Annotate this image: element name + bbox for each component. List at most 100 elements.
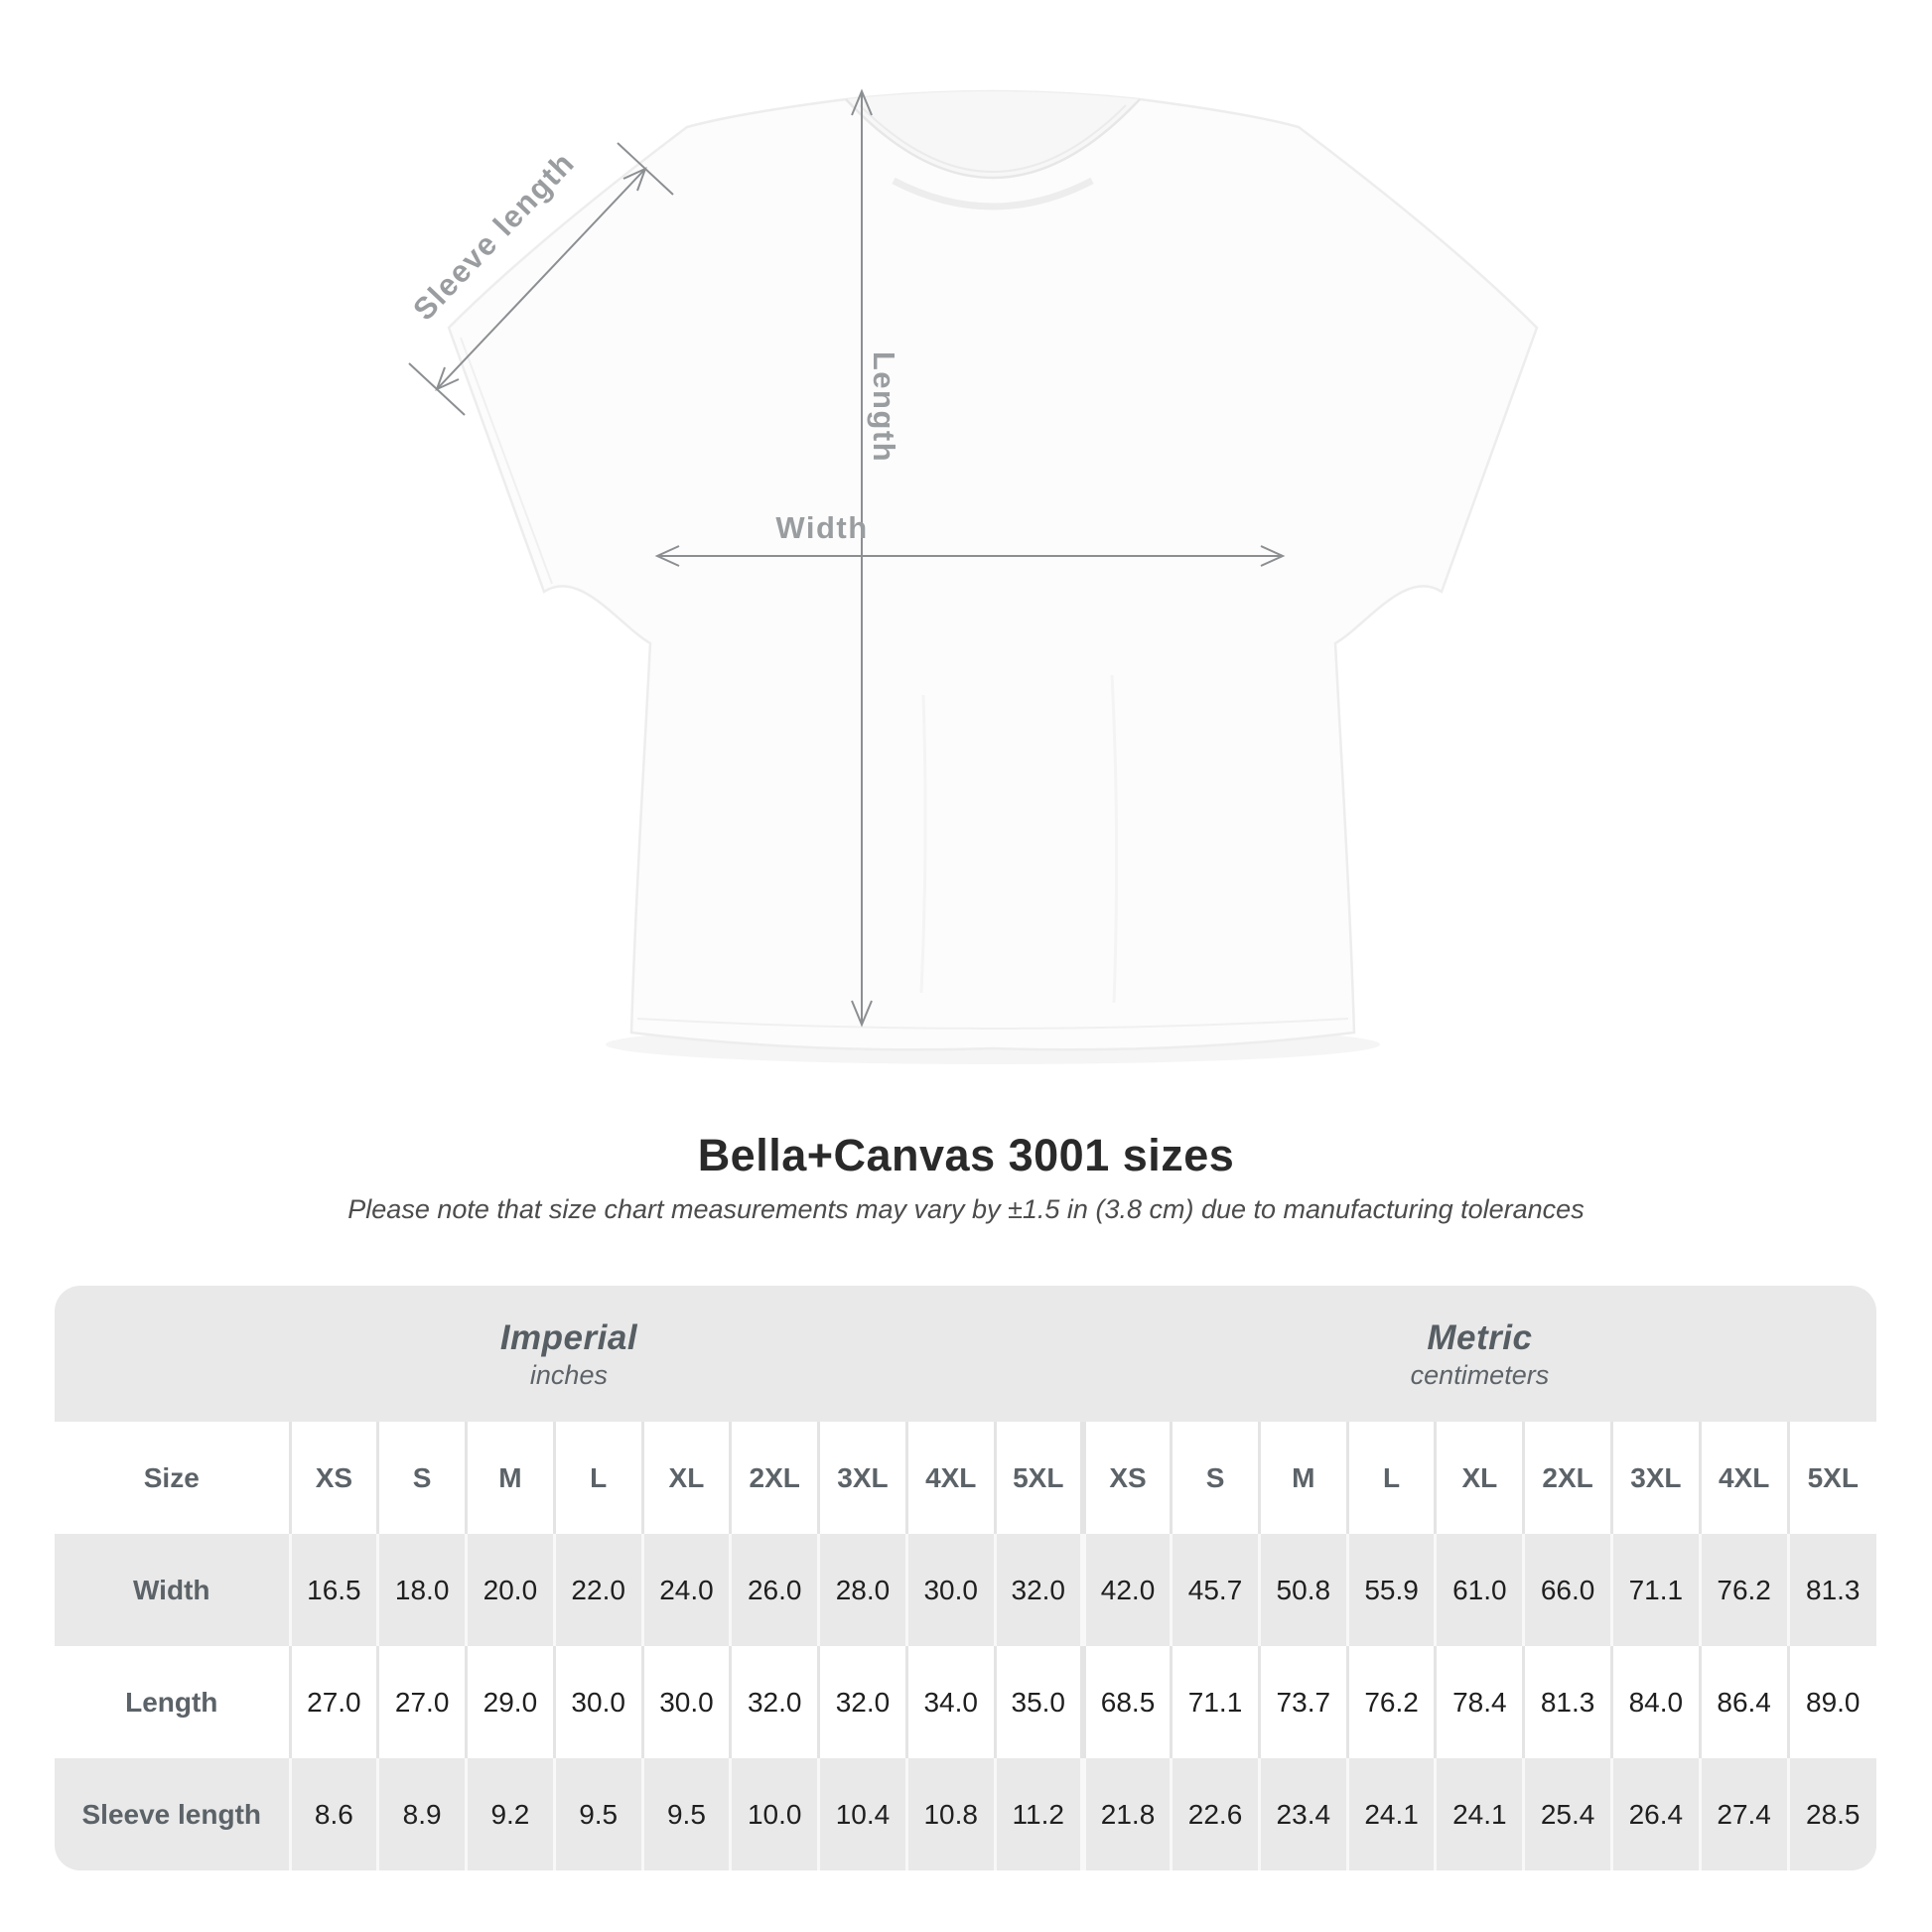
row-label: Length: [125, 1686, 218, 1718]
size-value-cell: 81.3: [1786, 1534, 1876, 1646]
size-col-header-metric-4xl: 4XL: [1698, 1422, 1789, 1534]
size-value-cell: 84.0: [1609, 1646, 1701, 1758]
length-arrow: [851, 88, 873, 1028]
width-label: Width: [775, 510, 868, 545]
size-value-cell: 9.5: [640, 1758, 731, 1870]
imperial-group-header: Imperial inches: [55, 1286, 1083, 1422]
size-col-header-imperial-5xl: 5XL: [993, 1422, 1083, 1534]
size-value-cell: 30.0: [552, 1646, 643, 1758]
row-label: Sleeve length: [81, 1798, 261, 1830]
size-value-cell: 11.2: [993, 1758, 1083, 1870]
tshirt-graphic: [447, 89, 1539, 1051]
size-col-header-metric-l: L: [1345, 1422, 1436, 1534]
size-value-cell: 27.0: [288, 1646, 378, 1758]
size-value-cell: 32.0: [729, 1646, 819, 1758]
table-row-width: Width 16.5 18.0 20.0 22.0 24.0 26.0 28.0 30.0 32.…: [55, 1534, 1876, 1646]
size-value-cell: 23.4: [1257, 1758, 1348, 1870]
size-value-cell: 30.0: [904, 1534, 996, 1646]
size-col-header-imperial-4xl: 4XL: [904, 1422, 996, 1534]
sleeve-length-arrow: [408, 142, 674, 416]
size-value-cell: 50.8: [1257, 1534, 1348, 1646]
size-value-cell: 9.5: [552, 1758, 643, 1870]
size-value-cell: 8.6: [288, 1758, 378, 1870]
row-label: Width: [133, 1574, 210, 1605]
length-label: Length: [867, 351, 901, 463]
size-value-cell: 26.0: [729, 1534, 819, 1646]
page-title: Bella+Canvas 3001 sizes: [697, 1130, 1235, 1180]
size-value-cell: 66.0: [1522, 1534, 1612, 1646]
size-col-header-imperial-xs: XS: [288, 1422, 378, 1534]
imperial-group-name: Imperial: [499, 1317, 638, 1357]
size-header-row: Size XS S M L XL 2XL 3XL 4XL 5XL XS S M L XL 2XL 3XL 4XL…: [55, 1422, 1876, 1534]
size-value-cell: 35.0: [993, 1646, 1083, 1758]
tolerance-note: Please note that size chart measurements…: [347, 1194, 1585, 1224]
size-value-cell: 71.1: [1170, 1646, 1260, 1758]
size-value-cell: 10.0: [729, 1758, 819, 1870]
size-value-cell: 16.5: [288, 1534, 378, 1646]
size-value-cell: 86.4: [1698, 1646, 1789, 1758]
size-value-cell: 20.0: [465, 1534, 555, 1646]
size-value-cell: 89.0: [1786, 1646, 1876, 1758]
metric-group-header: Metric centimeters: [1083, 1286, 1876, 1422]
imperial-group-unit: inches: [529, 1359, 608, 1390]
size-value-cell: 27.4: [1698, 1758, 1789, 1870]
size-value-cell: 24.1: [1434, 1758, 1524, 1870]
size-col-header-metric-3xl: 3XL: [1609, 1422, 1701, 1534]
size-value-cell: 29.0: [465, 1646, 555, 1758]
size-table-body: Width 16.5 18.0 20.0 22.0 24.0 26.0 28.0 30.0 32.…: [55, 1534, 1876, 1870]
size-col-header-imperial-s: S: [376, 1422, 467, 1534]
size-value-cell: 61.0: [1434, 1534, 1524, 1646]
size-table: Imperial inches Metric centimeters Size …: [55, 1286, 1876, 1870]
unit-group-row: Imperial inches Metric centimeters: [55, 1286, 1876, 1422]
size-value-cell: 24.1: [1345, 1758, 1436, 1870]
size-value-cell: 32.0: [993, 1534, 1083, 1646]
size-col-header-metric-xl: XL: [1434, 1422, 1524, 1534]
size-col-header-imperial-xl: XL: [640, 1422, 731, 1534]
size-corner-header: Size: [143, 1461, 200, 1493]
size-value-cell: 45.7: [1170, 1534, 1260, 1646]
size-value-cell: 32.0: [817, 1646, 907, 1758]
size-value-cell: 10.8: [904, 1758, 996, 1870]
size-value-cell: 34.0: [904, 1646, 996, 1758]
size-col-header-metric-m: M: [1257, 1422, 1348, 1534]
size-value-cell: 9.2: [465, 1758, 555, 1870]
metric-group-name: Metric: [1427, 1317, 1533, 1357]
size-value-cell: 22.0: [552, 1534, 643, 1646]
size-value-cell: 76.2: [1345, 1646, 1436, 1758]
size-value-cell: 18.0: [376, 1534, 467, 1646]
size-value-cell: 24.0: [640, 1534, 731, 1646]
table-row-sleeve-length: Sleeve length 8.6 8.9 9.2 9.5 9.5 10.0 10.4 10.8…: [55, 1758, 1876, 1870]
size-value-cell: 42.0: [1079, 1534, 1172, 1646]
size-value-cell: 68.5: [1079, 1646, 1172, 1758]
size-value-cell: 30.0: [640, 1646, 731, 1758]
size-value-cell: 26.4: [1609, 1758, 1701, 1870]
size-value-cell: 28.5: [1786, 1758, 1876, 1870]
size-col-header-imperial-m: M: [465, 1422, 555, 1534]
size-col-header-metric-2xl: 2XL: [1522, 1422, 1612, 1534]
size-col-header-imperial-3xl: 3XL: [817, 1422, 907, 1534]
size-value-cell: 55.9: [1345, 1534, 1436, 1646]
size-col-header-metric-s: S: [1170, 1422, 1260, 1534]
table-row-length: Length 27.0 27.0 29.0 30.0 30.0 32.0 32.0 34.0 35…: [55, 1646, 1876, 1758]
size-col-header-metric-xs: XS: [1079, 1422, 1172, 1534]
size-table-card: Imperial inches Metric centimeters Size …: [55, 1286, 1876, 1870]
size-value-cell: 73.7: [1257, 1646, 1348, 1758]
size-value-cell: 10.4: [817, 1758, 907, 1870]
size-value-cell: 25.4: [1522, 1758, 1612, 1870]
size-col-header-metric-5xl: 5XL: [1786, 1422, 1876, 1534]
size-col-header-imperial-l: L: [552, 1422, 643, 1534]
metric-group-unit: centimeters: [1410, 1359, 1550, 1390]
width-arrow: [654, 545, 1286, 567]
size-value-cell: 76.2: [1698, 1534, 1789, 1646]
size-value-cell: 28.0: [817, 1534, 907, 1646]
size-value-cell: 81.3: [1522, 1646, 1612, 1758]
size-value-cell: 8.9: [376, 1758, 467, 1870]
size-value-cell: 21.8: [1079, 1758, 1172, 1870]
size-value-cell: 71.1: [1609, 1534, 1701, 1646]
size-value-cell: 22.6: [1170, 1758, 1260, 1870]
size-value-cell: 78.4: [1434, 1646, 1524, 1758]
tshirt-measurement-diagram: Length Width Sleeve length: [406, 88, 1539, 1051]
size-col-header-imperial-2xl: 2XL: [729, 1422, 819, 1534]
size-value-cell: 27.0: [376, 1646, 467, 1758]
